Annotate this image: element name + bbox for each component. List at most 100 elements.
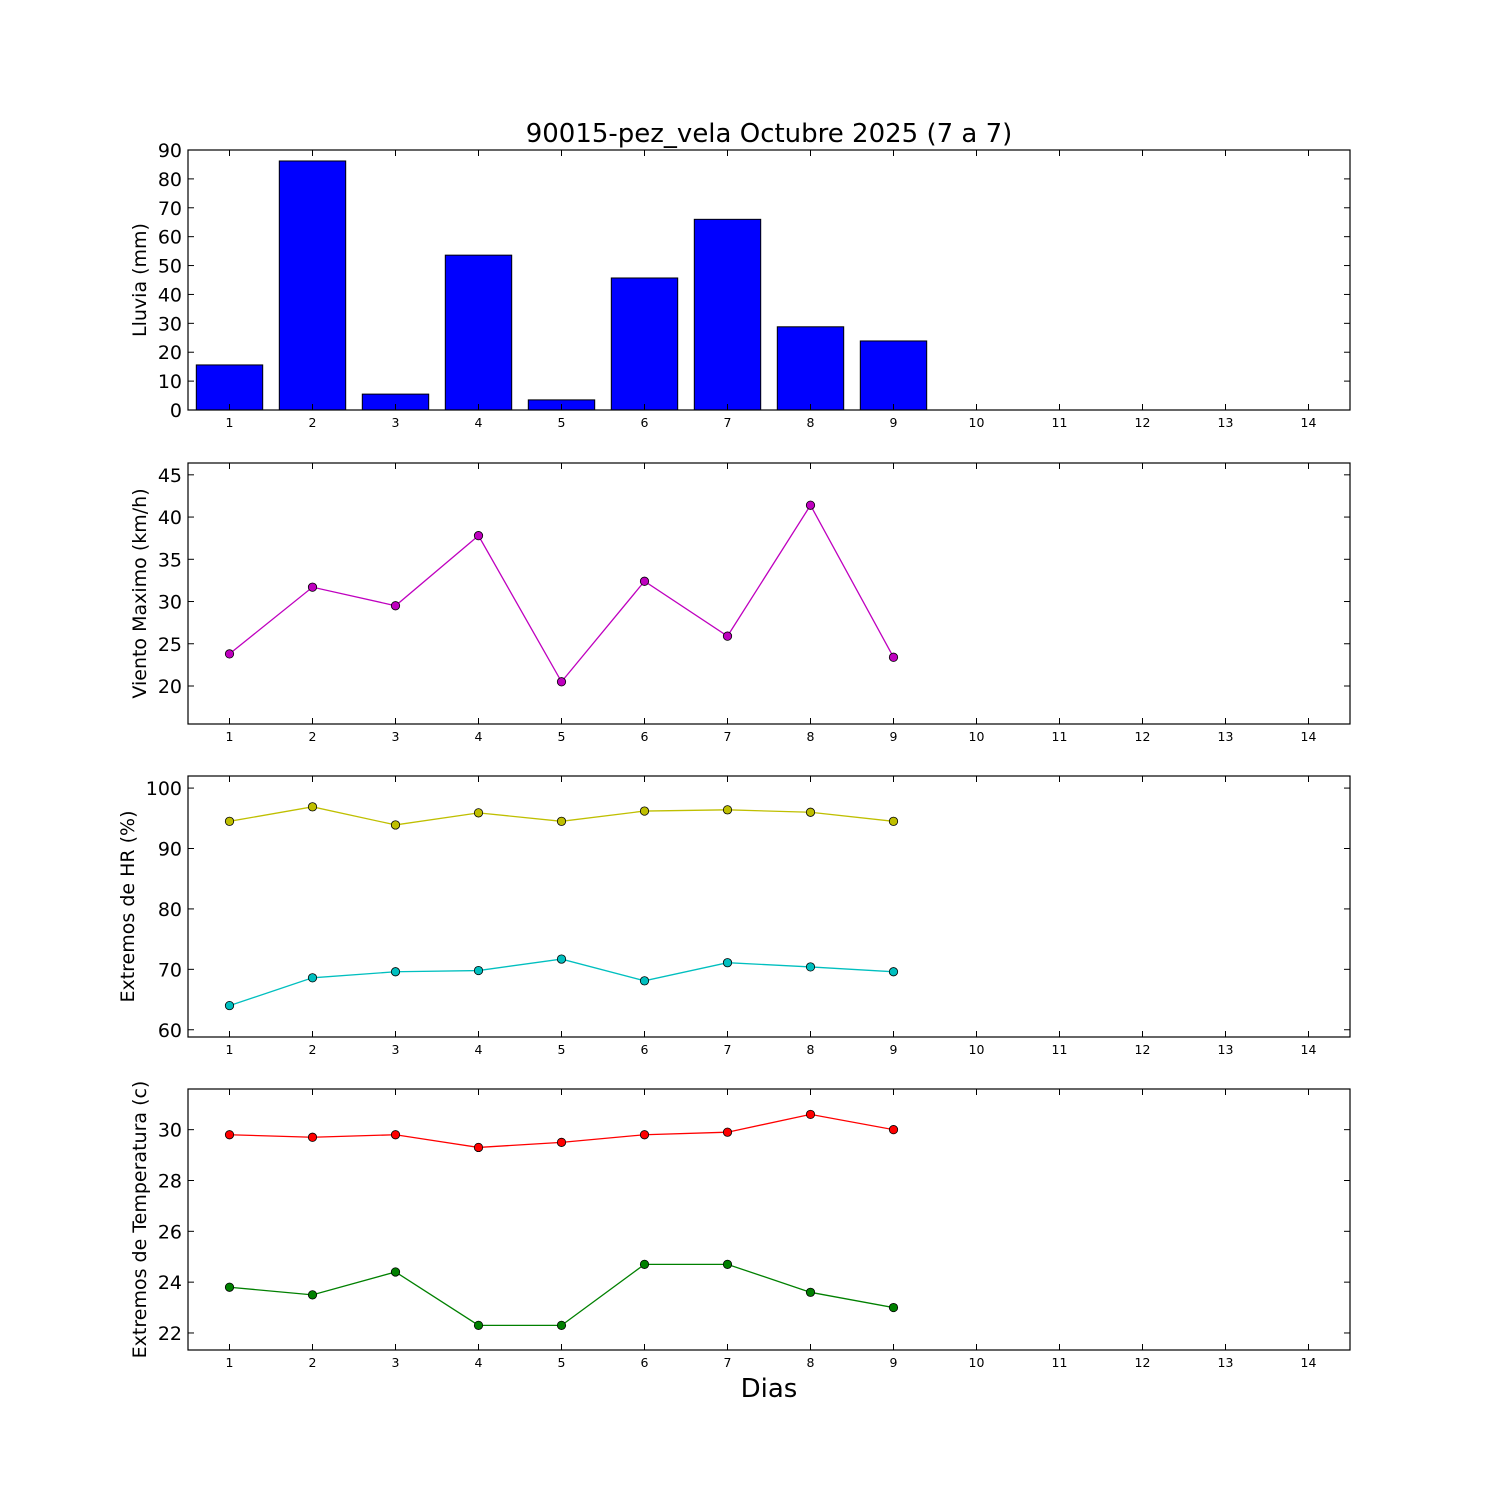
y-tick-label: 80 [158, 169, 182, 191]
x-tick-label: 4 [475, 1042, 483, 1057]
y-tick-label: 25 [158, 634, 182, 656]
x-tick-label: 7 [724, 729, 732, 744]
data-point [722, 958, 733, 968]
axes-frame [187, 775, 1351, 1038]
x-tick-label: 14 [1301, 415, 1317, 430]
x-tick-label: 13 [1218, 1042, 1234, 1057]
y-axis-label: Extremos de Temperatura (c) [129, 1081, 151, 1359]
x-tick-label: 8 [807, 1042, 815, 1057]
y-tick-label: 100 [146, 778, 182, 800]
x-tick-label: 13 [1218, 729, 1234, 744]
data-point [888, 1302, 899, 1313]
data-point [556, 954, 567, 964]
x-tick-label: 11 [1052, 415, 1068, 430]
x-tick-label: 7 [724, 1042, 732, 1057]
x-tick-label: 6 [641, 1355, 649, 1370]
x-tick-label: 3 [392, 1042, 400, 1057]
data-point [556, 1320, 567, 1330]
x-tick-label: 9 [890, 1355, 898, 1370]
data-point [722, 805, 733, 815]
x-tick-label: 13 [1218, 1355, 1234, 1370]
data-point [805, 500, 816, 510]
data-point [639, 1259, 650, 1269]
data-point [307, 802, 318, 812]
y-tick-label: 70 [158, 198, 182, 220]
x-tick-label: 14 [1301, 729, 1317, 744]
x-tick-label: 1 [226, 415, 234, 430]
x-tick-label: 8 [807, 1355, 815, 1370]
x-tick-label: 8 [807, 729, 815, 744]
y-tick-label: 90 [158, 839, 182, 861]
data-point [390, 820, 401, 830]
y-tick-label: 80 [158, 899, 182, 921]
x-tick-label: 12 [1135, 729, 1151, 744]
bar-day-2 [278, 160, 347, 411]
data-point [307, 582, 318, 592]
y-tick-label: 40 [158, 284, 182, 306]
data-point [390, 1267, 401, 1277]
x-tick-label: 11 [1052, 1042, 1068, 1057]
x-tick-label: 9 [890, 729, 898, 744]
y-tick-label: 0 [170, 400, 182, 422]
data-point [888, 816, 899, 826]
data-point [805, 807, 816, 817]
bar-day-6 [610, 277, 679, 411]
y-axis-label: Viento Maximo (km/h) [129, 488, 151, 698]
bar-day-4 [444, 254, 513, 411]
y-tick-label: 50 [158, 256, 182, 278]
axes-frame [187, 1088, 1351, 1351]
data-point [805, 1109, 816, 1120]
x-tick-label: 2 [309, 415, 317, 430]
data-point [888, 652, 899, 662]
data-point [722, 1127, 733, 1137]
x-tick-label: 13 [1218, 415, 1234, 430]
y-tick-label: 26 [158, 1221, 182, 1243]
y-tick-label: 30 [158, 592, 182, 614]
y-tick-label: 60 [158, 1020, 182, 1042]
bar-day-9 [859, 340, 928, 411]
y-tick-label: 90 [158, 140, 182, 162]
x-tick-label: 14 [1301, 1042, 1317, 1057]
x-tick-label: 4 [475, 415, 483, 430]
y-tick-label: 70 [158, 959, 182, 981]
x-tick-label: 2 [309, 1355, 317, 1370]
x-tick-label: 10 [969, 1042, 985, 1057]
data-point [805, 962, 816, 972]
y-tick-label: 60 [158, 227, 182, 249]
x-tick-label: 11 [1052, 729, 1068, 744]
y-tick-label: 30 [158, 313, 182, 335]
x-axis-label: Dias [741, 1374, 798, 1404]
x-tick-label: 4 [475, 1355, 483, 1370]
x-tick-label: 1 [226, 1355, 234, 1370]
data-point [224, 1000, 235, 1011]
data-point [473, 1320, 484, 1330]
bar-day-7 [693, 218, 762, 411]
y-tick-label: 20 [158, 676, 182, 698]
data-point [556, 677, 567, 687]
y-axis-label: Extremos de HR (%) [117, 810, 139, 1002]
data-point [224, 816, 235, 826]
x-tick-label: 1 [226, 729, 234, 744]
data-point [390, 601, 401, 611]
bar-day-8 [776, 326, 845, 411]
x-tick-label: 6 [641, 1042, 649, 1057]
data-point [556, 1137, 567, 1147]
x-tick-label: 7 [724, 415, 732, 430]
data-point [722, 631, 733, 641]
y-tick-label: 30 [158, 1120, 182, 1142]
y-tick-label: 40 [158, 507, 182, 529]
x-tick-label: 2 [309, 1042, 317, 1057]
bar-day-1 [195, 364, 264, 411]
data-point [224, 649, 235, 659]
axes-frame [187, 149, 1351, 411]
x-tick-label: 14 [1301, 1355, 1317, 1370]
x-tick-label: 10 [969, 415, 985, 430]
x-tick-label: 8 [807, 415, 815, 430]
y-tick-label: 20 [158, 342, 182, 364]
x-tick-label: 3 [392, 729, 400, 744]
y-tick-label: 45 [158, 465, 182, 487]
